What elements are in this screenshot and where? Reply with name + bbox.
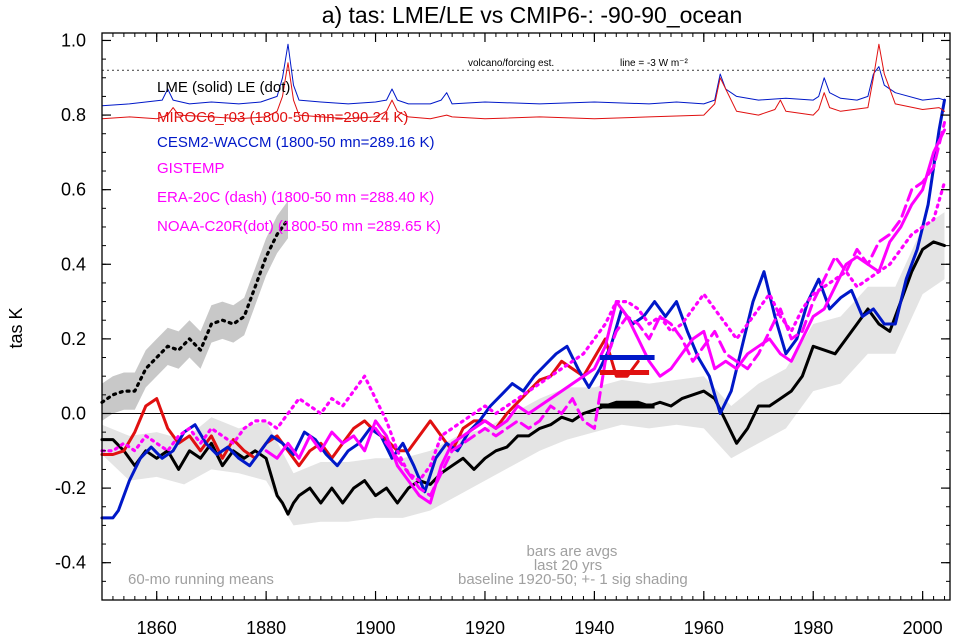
series-lme-solid [100,240,946,516]
baseline-note: baseline 1920-50; +- 1 sig shading [458,571,688,588]
series-cesm2-waccm-volcano-forcing [101,43,945,107]
y-tick-label: 0.6 [61,180,86,200]
running-mean-note: 60-mo running means [128,571,274,588]
legend-entry-gistemp: GISTEMP [157,160,225,177]
series-gistemp [264,128,946,505]
line-annotation: line = -3 W m⁻² [620,58,688,69]
x-tick-label: 1940 [574,618,614,638]
y-tick-label: 0.0 [61,403,86,423]
y-tick-label: 0.8 [61,105,86,125]
legend: LME (solid) LE (dot) MIROC6_r03 (1800-50… [157,79,441,235]
y-tick-label: -0.4 [55,553,86,573]
bars-note-1: bars are avgs [527,543,618,560]
x-tick-label: 1920 [465,618,505,638]
series-era-20c-dash [374,121,946,498]
series-le-dot [100,217,290,404]
x-tick-label: 2000 [903,618,943,638]
x-tick-label: 1900 [356,618,396,638]
bars-note-2: last 20 yrs [534,557,602,574]
legend-entry-era20c: ERA-20C (dash) (1800-50 mn =288.40 K) [157,189,434,206]
legend-entry-noaa: NOAA-C20R(dot) (1800-50 mn =289.65 K) [157,218,441,235]
chart-title: a) tas: LME/LE vs CMIP6-: -90-90_ocean [322,2,743,28]
axes-layer: -0.4 -0.2 0.0 0.2 0.4 0.6 0.8 1.0 1860 1880 1900 19… [55,30,951,638]
series-layer [100,43,947,520]
volcano-annotation: volcano/forcing est. [468,58,554,69]
legend-entry-cesm: CESM2-WACCM (1800-50 mn=289.16 K) [157,134,434,151]
legend-entry-miroc: MIROC6_r03 (1800-50 mn=290.24 K) [157,109,408,126]
y-tick-label: 1.0 [61,30,86,50]
y-axis-label: tas K [6,307,26,348]
shading-layer [102,200,945,526]
shade-lme-spread-1-sig [102,212,945,526]
series-miroc6-volcano-forcing [101,43,945,120]
y-tick-label: 0.2 [61,329,86,349]
x-tick-label: 1860 [137,618,177,638]
plot-frame [101,32,951,601]
legend-entry-lme: LME (solid) LE (dot) [157,79,290,96]
y-tick-label: 0.4 [61,254,86,274]
series-cesm2-waccm [100,98,946,520]
avg-bars-layer [599,355,655,409]
series-noaa-c20r-dot [100,180,947,483]
x-tick-label: 1880 [246,618,286,638]
y-tick-label: -0.2 [55,478,86,498]
x-tick-label: 1960 [684,618,724,638]
x-tick-label: 1980 [793,618,833,638]
zero-line-layer [102,69,950,414]
